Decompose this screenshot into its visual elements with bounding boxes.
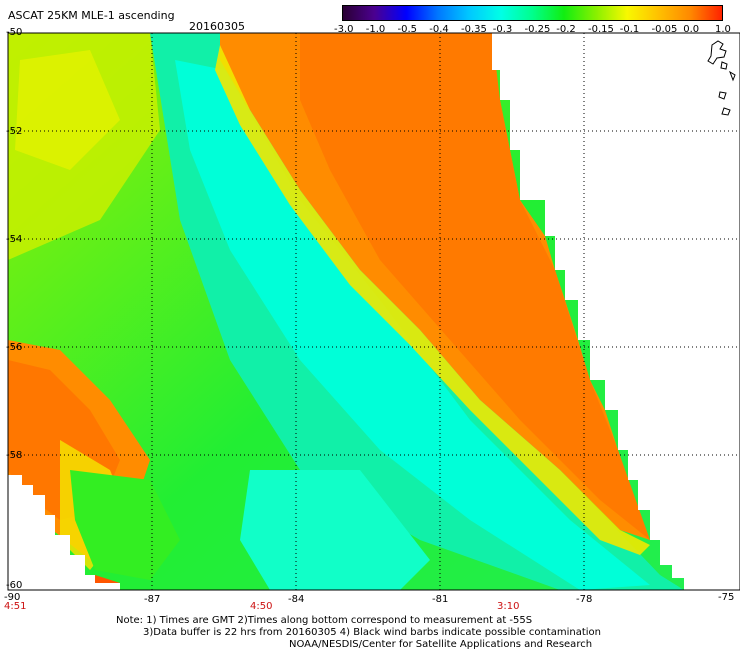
lat-label: -52: [6, 126, 23, 137]
lat-label: -58: [6, 450, 23, 461]
color-scale-label: -0.2: [556, 24, 576, 35]
time-label: 4:50: [250, 601, 273, 612]
color-scale-label: -0.4: [429, 24, 449, 35]
color-scale-label: -0.1: [619, 24, 640, 35]
lon-label: -78: [576, 594, 593, 605]
graticule: [8, 33, 740, 590]
lon-label: -81: [432, 594, 449, 605]
note-line: NOAA/NESDIS/Center for Satellite Applica…: [289, 639, 593, 650]
color-scale-label: -0.35: [461, 24, 487, 35]
color-scale-label: -0.3: [492, 24, 513, 35]
time-label: 4:51: [4, 601, 27, 612]
lon-label: -84: [288, 594, 305, 605]
lat-label: -54: [6, 234, 23, 245]
lon-label: -87: [144, 594, 161, 605]
color-scale-label: -3.0: [334, 24, 354, 35]
coastline: [707, 40, 736, 116]
map-frame: [7, 32, 740, 591]
color-scale-label: 0.0: [683, 24, 700, 35]
product-title: ASCAT 25KM MLE-1 ascending: [8, 9, 175, 22]
note-line: Note: 1) Times are GMT 2)Times along bot…: [116, 615, 533, 626]
color-scale-label: 1.0: [715, 24, 731, 35]
color-scale-label: -0.05: [651, 24, 678, 35]
product-date: 20160305: [189, 20, 245, 33]
lat-label: -50: [6, 27, 23, 38]
lon-label: -75: [718, 592, 735, 603]
lat-label: -60: [6, 580, 23, 591]
note-line: 3)Data buffer is 22 hrs from 20160305 4)…: [143, 627, 601, 638]
color-scale-label: -0.5: [397, 24, 418, 35]
lon-label: -90: [4, 592, 21, 603]
time-label: 3:10: [497, 601, 520, 612]
color-scale-label: -1.0: [365, 24, 386, 35]
color-scale-bar: [342, 5, 723, 21]
color-scale-label: -0.25: [524, 24, 551, 35]
color-scale-label: -0.15: [588, 24, 614, 35]
lat-label: -56: [6, 342, 23, 353]
